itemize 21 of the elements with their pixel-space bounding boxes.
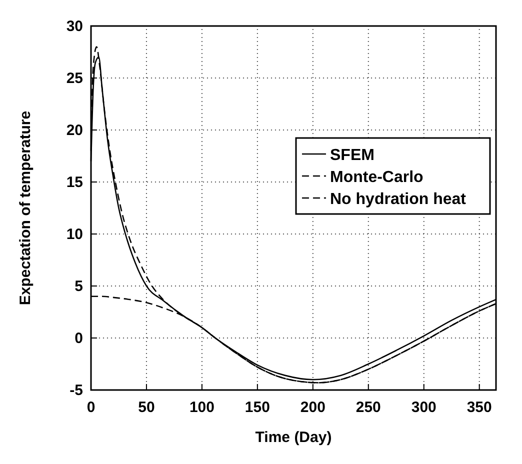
x-tick-label: 100 xyxy=(189,399,214,416)
x-tick-label: 0 xyxy=(86,399,96,416)
y-tick-label: 25 xyxy=(66,70,83,87)
x-tick-label: 150 xyxy=(244,399,270,416)
y-tick-label: -5 xyxy=(70,382,83,399)
y-axis-title: Expectation of temperature xyxy=(17,110,34,306)
x-tick-label: 250 xyxy=(356,399,381,416)
y-tick-label: 10 xyxy=(66,226,83,243)
legend-label: Monte-Carlo xyxy=(330,169,424,186)
legend-label: SFEM xyxy=(330,147,374,164)
x-axis-title: Time (Day) xyxy=(255,429,332,446)
x-tick-label: 200 xyxy=(300,399,326,416)
y-tick-label: 15 xyxy=(66,174,83,191)
x-tick-label: 50 xyxy=(138,399,155,416)
x-tick-label: 300 xyxy=(411,399,436,416)
y-tick-label: 20 xyxy=(66,122,83,139)
y-tick-label: 0 xyxy=(74,330,83,347)
y-tick-label: 30 xyxy=(66,18,83,35)
y-tick-label: 5 xyxy=(74,278,83,295)
x-tick-label: 350 xyxy=(466,399,492,416)
legend-label: No hydration heat xyxy=(330,191,467,208)
